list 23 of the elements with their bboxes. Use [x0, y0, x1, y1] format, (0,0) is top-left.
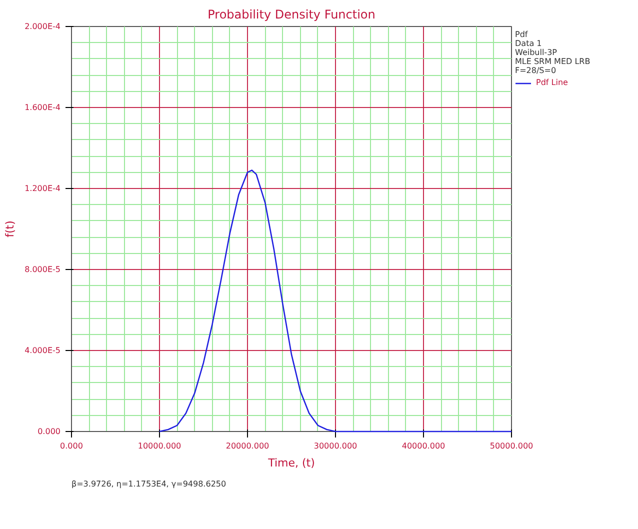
- y-tick-label: 8.000E-5: [24, 265, 61, 274]
- text: β=3.9726, η=1.1753E4, γ=9498.6250: [72, 480, 226, 488]
- y-tick-label: 1.200E-4: [24, 184, 61, 193]
- text: Data 1: [515, 39, 542, 48]
- chart-title: Probability Density Function: [208, 8, 376, 22]
- y-tick-label: 2.000E-4: [24, 22, 61, 31]
- x-tick-label: 30000.000: [314, 442, 358, 450]
- y-axis-title: f(t): [4, 220, 17, 238]
- line-series: [158, 170, 512, 432]
- x-tick-label: 50000.000: [490, 442, 534, 450]
- y-tick-label: 1.600E-4: [24, 103, 61, 112]
- text: Weibull-3P: [515, 48, 557, 57]
- x-tick-label: 10000.000: [138, 442, 182, 450]
- text: MLE SRM MED LRB: [515, 57, 590, 66]
- legend-title: Pdf: [515, 30, 528, 39]
- x-tick-label: 20000.000: [226, 442, 270, 450]
- x-tick-label: 40000.000: [402, 442, 446, 450]
- x-axis-title: Time, (t): [267, 456, 315, 470]
- y-tick-label: 4.000E-5: [24, 346, 61, 355]
- y-tick-label: 0.000: [38, 427, 61, 436]
- legend-label: Pdf Line: [536, 78, 568, 87]
- x-tick-label: 0.000: [60, 442, 83, 450]
- text: F=28/S=0: [515, 66, 556, 75]
